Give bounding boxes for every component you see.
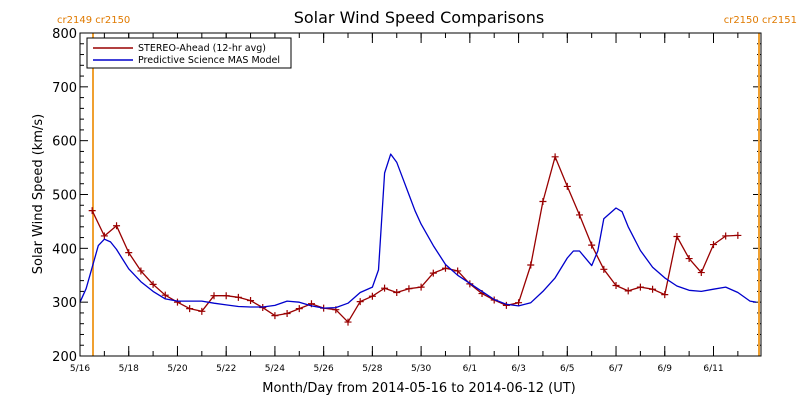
- data-point-stereo: [539, 197, 547, 205]
- x-tick-label: 5/16: [70, 364, 90, 374]
- data-point-stereo: [173, 298, 181, 306]
- data-point-stereo: [575, 211, 583, 219]
- data-point-stereo: [673, 232, 681, 240]
- x-tick-label: 6/7: [609, 364, 623, 374]
- plot-frame: [79, 32, 762, 357]
- data-point-stereo: [247, 297, 255, 305]
- series-layer: [79, 153, 757, 326]
- data-point-stereo: [283, 309, 291, 317]
- data-point-stereo: [734, 231, 742, 239]
- data-point-stereo: [563, 182, 571, 190]
- data-point-stereo: [405, 285, 413, 293]
- rotation-label-left: cr2149 cr2150: [57, 15, 130, 26]
- data-point-stereo: [527, 261, 535, 269]
- data-point-stereo: [100, 232, 108, 240]
- data-point-stereo: [210, 292, 218, 300]
- data-point-stereo: [624, 287, 632, 295]
- x-tick-label: 5/20: [167, 364, 187, 374]
- y-tick-label: 400: [52, 242, 77, 257]
- data-point-stereo: [295, 305, 303, 313]
- legend-label-mas: Predictive Science MAS Model: [138, 55, 280, 66]
- x-tick-label: 5/28: [362, 364, 382, 374]
- series-line-mas: [79, 153, 757, 309]
- data-point-stereo: [393, 288, 401, 296]
- x-axis-label: Month/Day from 2014-05-16 to 2014-06-12 …: [262, 381, 575, 396]
- data-point-stereo: [709, 241, 717, 249]
- y-axis-label: Solar Wind Speed (km/s): [31, 114, 46, 274]
- data-point-stereo: [441, 264, 449, 272]
- data-point-stereo: [198, 307, 206, 315]
- data-point-stereo: [685, 255, 693, 263]
- data-point-stereo: [271, 312, 279, 320]
- x-tick-label: 5/30: [411, 364, 431, 374]
- y-tick-label: 300: [52, 296, 77, 311]
- data-point-stereo: [88, 207, 96, 215]
- x-tick-label: 6/3: [511, 364, 525, 374]
- data-point-stereo: [515, 299, 523, 307]
- x-tick-label: 6/11: [703, 364, 723, 374]
- data-point-stereo: [113, 222, 121, 230]
- y-tick-label: 600: [52, 135, 77, 150]
- legend-label-stereo: STEREO-Ahead (12-hr avg): [138, 43, 266, 54]
- y-tick-label: 700: [52, 81, 77, 96]
- data-point-stereo: [454, 267, 462, 275]
- x-tick-label: 5/24: [265, 364, 285, 374]
- data-point-stereo: [125, 249, 133, 257]
- axis-ticks: [79, 32, 761, 357]
- data-point-stereo: [186, 305, 194, 313]
- legend-box: [86, 37, 292, 69]
- data-point-stereo: [234, 293, 242, 301]
- data-point-stereo: [137, 267, 145, 275]
- data-point-stereo: [429, 269, 437, 277]
- data-point-stereo: [344, 318, 352, 326]
- data-point-stereo: [381, 284, 389, 292]
- x-tick-labels: 5/16 5/18 5/20 5/22 5/24 5/26 5/28 5/30 6/1 6/3 6/…: [70, 364, 724, 374]
- x-tick-label: 5/26: [314, 364, 334, 374]
- y-tick-label: 500: [52, 189, 77, 204]
- data-point-stereo: [722, 232, 730, 240]
- data-point-stereo: [649, 285, 657, 293]
- data-point-stereo: [502, 301, 510, 309]
- data-point-stereo: [600, 265, 608, 273]
- x-tick-label: 5/22: [216, 364, 236, 374]
- data-point-stereo: [417, 283, 425, 291]
- y-tick-label: 200: [52, 350, 77, 365]
- data-point-stereo: [588, 241, 596, 249]
- legend: STEREO-Ahead (12-hr avg) Predictive Scie…: [86, 37, 292, 69]
- rotation-label-right: cr2150 cr2151: [724, 15, 797, 26]
- x-tick-label: 5/18: [119, 364, 139, 374]
- data-point-stereo: [551, 153, 559, 161]
- x-tick-label: 6/9: [658, 364, 673, 374]
- data-point-stereo: [697, 269, 705, 277]
- data-point-stereo: [661, 291, 669, 299]
- data-point-stereo: [161, 291, 169, 299]
- y-tick-labels: 200 300 400 500 600 700 800: [52, 27, 77, 365]
- chart-title: Solar Wind Speed Comparisons: [294, 8, 545, 27]
- data-point-stereo: [368, 292, 376, 300]
- y-tick-label: 800: [52, 27, 77, 42]
- data-point-stereo: [612, 281, 620, 289]
- data-point-stereo: [356, 298, 364, 306]
- data-point-stereo: [636, 283, 644, 291]
- x-tick-label: 6/1: [463, 364, 477, 374]
- data-point-stereo: [222, 292, 230, 300]
- series-line-stereo: [91, 156, 738, 323]
- x-tick-label: 6/5: [560, 364, 574, 374]
- data-point-stereo: [149, 280, 157, 288]
